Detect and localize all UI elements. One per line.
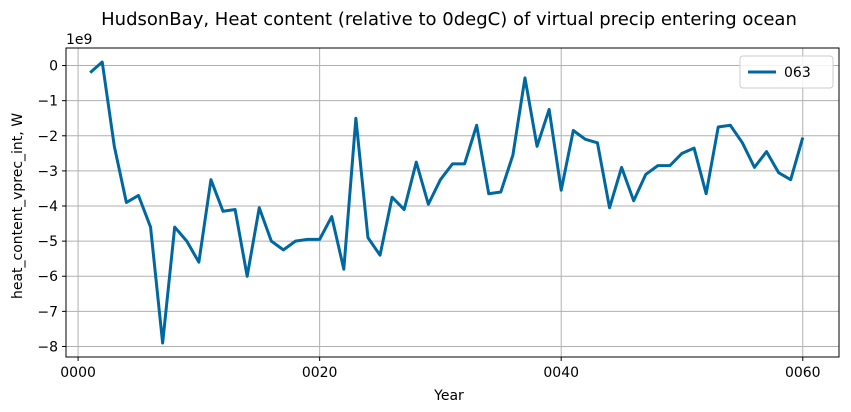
y-offset-label: 1e9 [66, 32, 92, 48]
series-lines [89, 60, 805, 345]
y-tick-label: −8 [37, 339, 58, 355]
y-tick-label: −4 [37, 199, 58, 215]
y-tick-label: −6 [37, 269, 58, 285]
y-tick-label: −7 [37, 304, 58, 320]
y-axis-ticks: 0 −1 −2 −3 −4 −5 −6 −7 −8 [37, 59, 66, 355]
y-tick-label: −2 [37, 129, 58, 145]
legend-entry: 063 [784, 65, 811, 81]
chart-title: HudsonBay, Heat content (relative to 0de… [101, 9, 797, 30]
x-tick-label: 0020 [302, 365, 338, 381]
x-tick-label: 0040 [543, 365, 579, 381]
y-tick-label: −5 [37, 234, 58, 250]
x-axis-label: Year [433, 388, 464, 404]
plot-frame [65, 47, 840, 358]
grid [66, 48, 839, 357]
x-tick-label: 0000 [60, 365, 96, 381]
y-tick-label: −1 [37, 94, 58, 110]
x-tick-label: 0060 [785, 365, 821, 381]
series-line-063 [89, 60, 805, 345]
y-axis-label: heat_content_vprec_int, W [10, 113, 26, 299]
legend-box [739, 55, 834, 89]
x-axis-ticks: 0000 0020 0040 0060 [60, 357, 821, 381]
legend: 063 [739, 55, 834, 89]
y-tick-label: −3 [37, 164, 58, 180]
y-tick-label: 0 [49, 59, 58, 75]
